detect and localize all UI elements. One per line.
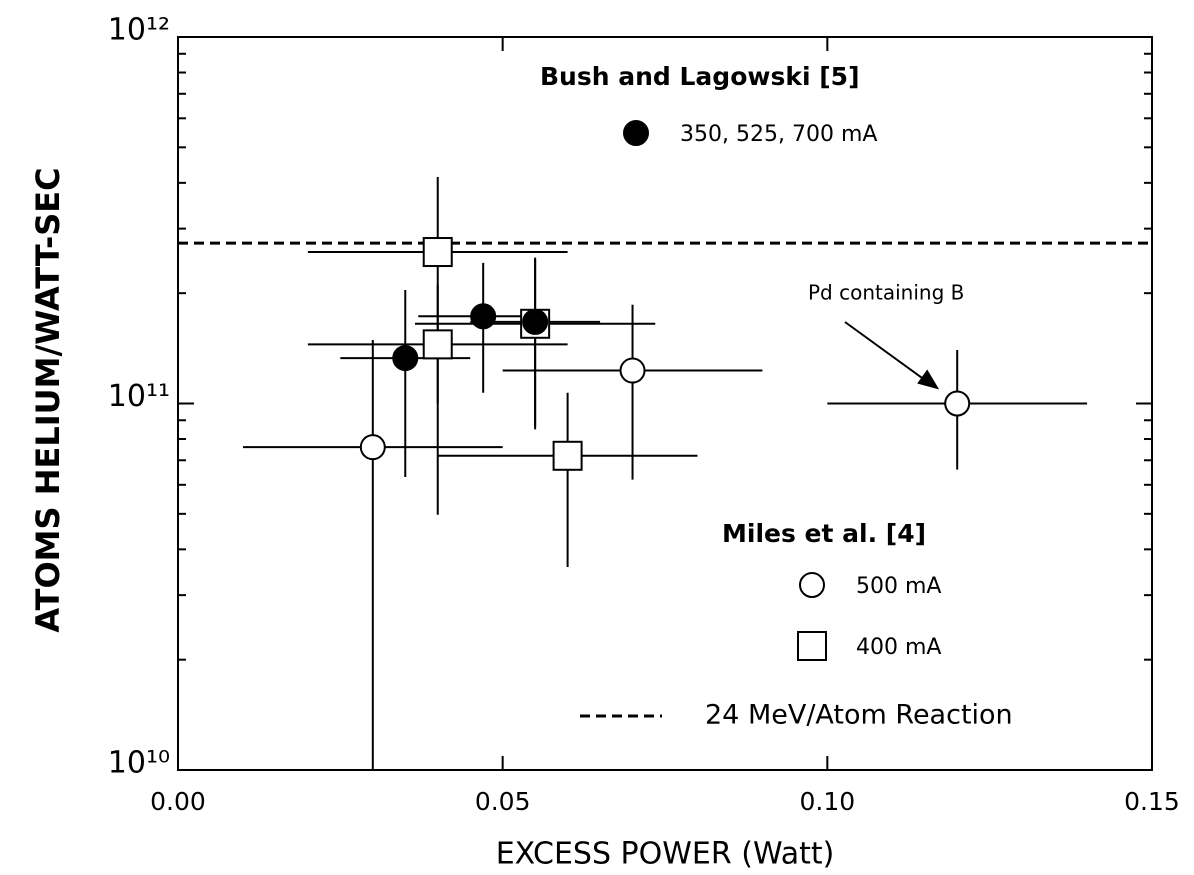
legend-marker: [799, 572, 825, 598]
legend-marker: [623, 120, 649, 146]
point: [944, 390, 971, 417]
point: [522, 308, 549, 335]
legend-marker: [797, 631, 827, 661]
annotation: Pd containing B: [808, 281, 964, 305]
y-axis-label: ATOMS HELIUM/WATT-SEC: [29, 167, 67, 632]
point: [552, 440, 583, 471]
x-tick-label: 0.05: [475, 787, 531, 816]
y-tick-label: 10¹¹: [108, 379, 170, 414]
x-tick-label: 0.10: [799, 787, 855, 816]
legend-label: 400 mA: [856, 635, 941, 660]
legend-label: 24 MeV/Atom Reaction: [705, 700, 1013, 731]
point: [619, 357, 646, 384]
legend-group-title: Miles et al. [4]: [722, 519, 926, 548]
x-tick-label: 0.00: [150, 787, 206, 816]
x-tick-label: 0.15: [1124, 787, 1180, 816]
point: [422, 329, 453, 360]
point: [470, 303, 497, 330]
y-tick-label: 10¹²: [108, 13, 170, 48]
x-axis-label: EXCESS POWER (Watt): [496, 837, 835, 872]
legend-group-title: Bush and Lagowski [5]: [540, 62, 860, 91]
annotation-arrow: [844, 321, 936, 389]
y-tick-label: 10¹⁰: [108, 746, 170, 781]
point: [392, 345, 419, 372]
point: [359, 434, 386, 461]
arrow-head: [917, 369, 940, 390]
legend-label: 350, 525, 700 mA: [680, 122, 877, 147]
legend-label: 500 mA: [856, 574, 941, 599]
point: [422, 237, 453, 268]
